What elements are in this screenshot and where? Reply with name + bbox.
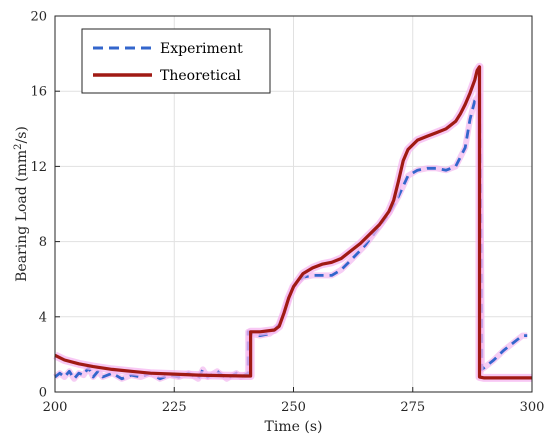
x-tick-label: 225 [162,400,187,415]
series-lines [53,62,532,382]
axis-ticks: 200 225 250 275 300 0 4 8 12 16 20 [30,10,544,416]
series-line-theoretical [54,65,532,380]
y-axis-title-main: Bearing Load (mm [14,150,30,282]
x-tick-label: 300 [520,400,545,415]
legend-box [81,28,271,94]
y-axis-title: Bearing Load (mm2/s) [13,126,30,282]
x-tick-label: 200 [43,400,68,415]
legend-label-theoretical: Theoretical [160,68,241,84]
y-tick-label: 4 [39,310,47,325]
x-tick-label: 275 [400,400,425,415]
y-tick-label: 16 [30,85,47,100]
legend: Experiment Theoretical [81,28,271,94]
legend-label-experiment: Experiment [160,41,243,57]
y-tick-label: 12 [30,160,47,175]
x-axis-title: Time (s) [265,419,323,435]
y-tick-label: 0 [39,386,47,401]
y-axis-title-superscript: 2 [13,143,24,149]
y-tick-label: 8 [39,235,47,250]
x-tick-label: 250 [281,400,306,415]
y-tick-label: 20 [30,10,47,25]
y-axis-title-tail: /s) [14,126,30,143]
